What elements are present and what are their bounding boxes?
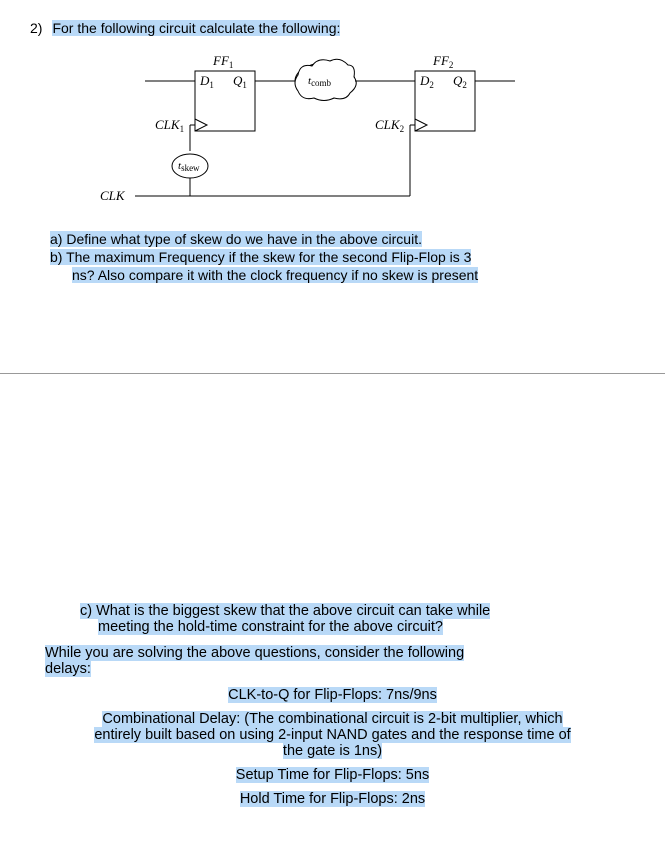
tskew-sub: skew	[181, 163, 200, 173]
delay-hold: Hold Time for Flip-Flops: 2ns	[40, 791, 625, 807]
delay-clk2q: CLK-to-Q for Flip-Flops: 7ns/9ns	[40, 687, 625, 703]
circuit-svg: FF1 D1 Q1 tcomb FF2 D2 Q2	[100, 51, 560, 211]
ff1-d-sub: 1	[209, 80, 214, 90]
svg-text:Q2: Q2	[453, 73, 467, 90]
highlighted-text: Combinational Delay: (The combinational …	[102, 711, 562, 727]
svg-text:D1: D1	[199, 73, 214, 90]
solving-note: While you are solving the above question…	[45, 645, 620, 677]
highlighted-text: c) What is the biggest skew that the abo…	[80, 603, 490, 619]
ff1-title: FF	[212, 53, 230, 68]
delay-setup: Setup Time for Flip-Flops: 5ns	[40, 767, 625, 783]
part-b-line1: b) The maximum Frequency if the skew for…	[50, 249, 635, 265]
svg-text:FF1: FF1	[212, 53, 233, 70]
tcomb-sub: comb	[311, 78, 331, 88]
ff2-d: D	[419, 73, 430, 88]
highlighted-text: Setup Time for Flip-Flops: 5ns	[236, 767, 429, 783]
delay-comb: Combinational Delay: (The combinational …	[40, 711, 625, 759]
question-parts: a) Define what type of skew do we have i…	[50, 231, 635, 283]
highlighted-text: Hold Time for Flip-Flops: 2ns	[240, 791, 425, 807]
clk1-sub: 1	[180, 124, 185, 134]
highlighted-text: For the following circuit calculate the …	[52, 20, 340, 36]
ff2-title-sub: 2	[449, 60, 454, 70]
ff1-title-sub: 1	[229, 60, 234, 70]
highlighted-text: meeting the hold-time constraint for the…	[98, 619, 443, 635]
highlighted-text: b) The maximum Frequency if the skew for…	[50, 249, 471, 265]
part-b-line2: ns? Also compare it with the clock frequ…	[72, 267, 635, 283]
part-c: c) What is the biggest skew that the abo…	[80, 603, 605, 635]
highlighted-text: the gate is 1ns)	[283, 743, 382, 759]
ff1-q-sub: 1	[242, 80, 247, 90]
question-header: 2) For the following circuit calculate t…	[30, 20, 635, 36]
clk-label: CLK	[100, 188, 126, 203]
highlighted-text: a) Define what type of skew do we have i…	[50, 231, 422, 247]
clk1-txt: CLK	[155, 117, 181, 132]
ff2-title: FF	[432, 53, 450, 68]
svg-text:CLK2: CLK2	[375, 117, 404, 134]
question-prompt: For the following circuit calculate the …	[52, 20, 340, 36]
clk2-sub: 2	[400, 124, 405, 134]
clk2-txt: CLK	[375, 117, 401, 132]
circuit-diagram: FF1 D1 Q1 tcomb FF2 D2 Q2	[100, 51, 635, 211]
divider	[0, 373, 665, 374]
question-number: 2)	[30, 20, 42, 36]
highlighted-text: CLK-to-Q for Flip-Flops: 7ns/9ns	[228, 687, 437, 703]
vertical-gap	[30, 373, 635, 593]
highlighted-text: ns? Also compare it with the clock frequ…	[72, 267, 478, 283]
page-container: 2) For the following circuit calculate t…	[0, 0, 665, 845]
svg-text:CLK1: CLK1	[155, 117, 184, 134]
part-a: a) Define what type of skew do we have i…	[50, 231, 635, 247]
bottom-section: c) What is the biggest skew that the abo…	[30, 603, 635, 807]
svg-text:Q1: Q1	[233, 73, 247, 90]
ff2-q-sub: 2	[462, 80, 467, 90]
svg-text:D2: D2	[419, 73, 434, 90]
highlighted-text: delays:	[45, 661, 91, 677]
ff1-d: D	[199, 73, 210, 88]
highlighted-text: While you are solving the above question…	[45, 645, 464, 661]
highlighted-text: entirely built based on using 2-input NA…	[94, 727, 570, 743]
ff2-d-sub: 2	[429, 80, 434, 90]
svg-text:FF2: FF2	[432, 53, 453, 70]
